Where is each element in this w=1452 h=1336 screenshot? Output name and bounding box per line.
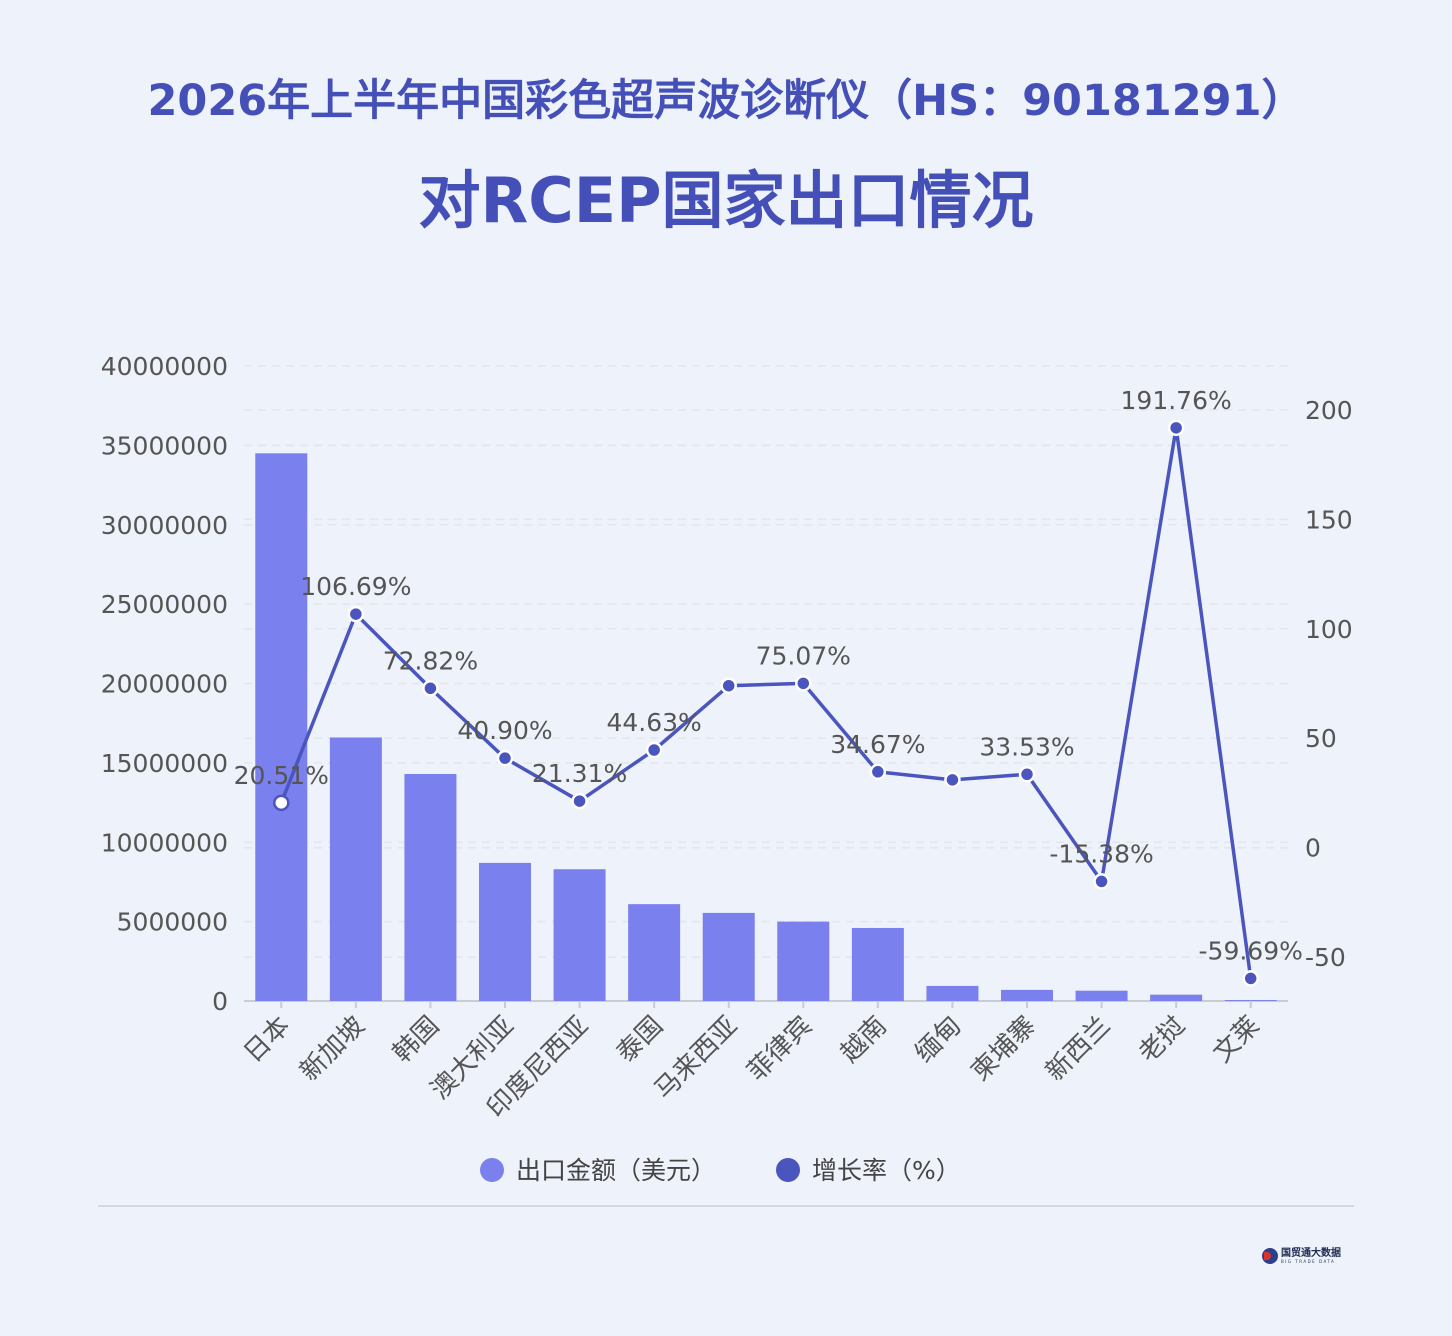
bar	[1150, 994, 1203, 1001]
x-tick-label: 马来西亚	[649, 1011, 744, 1106]
y-right-tick-label: 100	[1305, 615, 1353, 644]
bar	[404, 773, 457, 1001]
growth-line	[279, 426, 1253, 979]
growth-point	[347, 605, 365, 623]
y-right-tick-label: 50	[1305, 724, 1337, 753]
bar	[851, 927, 904, 1001]
data-label: 191.76%	[1121, 386, 1232, 415]
chart-title-line1: 2026年上半年中国彩色超声波诊断仪（HS：90181291）	[147, 76, 1305, 126]
data-label: 40.90%	[457, 716, 552, 745]
y-right-tick-label: 200	[1305, 396, 1353, 425]
bar	[329, 737, 382, 1001]
growth-point	[944, 771, 961, 789]
y-right-tick-label: 150	[1305, 505, 1353, 534]
bar	[926, 985, 979, 1001]
x-tick-label: 柬埔寨	[966, 1011, 1042, 1087]
divider-line	[98, 1205, 1354, 1207]
growth-point	[869, 763, 887, 781]
y-left-tick-label: 10000000	[101, 828, 228, 857]
growth-point	[422, 680, 439, 697]
y-left-tick-label: 15000000	[101, 749, 228, 778]
bar	[1224, 1000, 1277, 1001]
y-left-tick-label: 20000000	[101, 670, 228, 699]
x-tick-label: 日本	[238, 1011, 296, 1069]
legend-swatch	[776, 1158, 800, 1182]
y-left-tick-label: 35000000	[101, 431, 228, 460]
logo-subtitle: BIG TRADE DATA	[1281, 1258, 1336, 1264]
bar	[702, 912, 755, 1001]
growth-point	[1093, 873, 1110, 890]
data-label: -59.69%	[1199, 936, 1303, 965]
data-label: 44.63%	[606, 708, 701, 737]
legend-swatch	[480, 1158, 504, 1182]
bar	[1001, 989, 1053, 1001]
y-right-tick-label: -50	[1305, 943, 1346, 972]
growth-point	[720, 677, 737, 694]
x-tick-label: 老挝	[1133, 1011, 1191, 1069]
growth-point	[645, 741, 663, 759]
data-label: 106.69%	[300, 572, 411, 601]
legend-label: 增长率（%）	[812, 1156, 961, 1185]
y-left-tick-label: 25000000	[101, 590, 228, 619]
data-label: 21.31%	[532, 759, 627, 788]
logo-mark-icon	[1262, 1248, 1278, 1264]
x-tick-label: 韩国	[387, 1011, 445, 1069]
x-tick-label: 越南	[835, 1011, 893, 1069]
data-label: -15.38%	[1049, 839, 1153, 868]
chart-title-line2: 对RCEP国家出口情况	[418, 164, 1034, 237]
y-left-tick-label: 0	[212, 987, 228, 1016]
growth-point	[273, 794, 290, 812]
legend-label: 出口金额（美元）	[516, 1156, 716, 1185]
bar	[628, 904, 681, 1001]
x-tick-label: 菲律宾	[742, 1011, 818, 1087]
data-label: 75.07%	[756, 641, 851, 670]
bar	[553, 869, 606, 1001]
bar	[255, 453, 308, 1001]
y-left-tick-label: 30000000	[101, 511, 228, 540]
growth-point	[496, 749, 514, 767]
x-tick-label: 文莱	[1208, 1011, 1266, 1069]
growth-point	[1242, 970, 1259, 987]
bar	[1075, 990, 1128, 1001]
growth-point	[1018, 766, 1036, 783]
bar	[777, 921, 830, 1001]
data-label: 20.51%	[234, 761, 329, 790]
x-tick-label: 新西兰	[1040, 1011, 1116, 1087]
growth-point	[795, 675, 812, 692]
logo-name: 国贸通大数据	[1281, 1247, 1341, 1259]
growth-point	[1167, 419, 1185, 437]
x-tick-label: 新加坡	[294, 1011, 370, 1087]
bar	[479, 862, 531, 1001]
brand-logo: 国贸通大数据 BIG TRADE DATA	[1262, 1248, 1341, 1264]
y-left-tick-label: 5000000	[117, 908, 228, 937]
x-tick-label: 泰国	[611, 1011, 669, 1069]
y-left-tick-label: 40000000	[101, 352, 228, 381]
data-label: 72.82%	[383, 646, 478, 675]
data-label: 34.67%	[830, 730, 925, 759]
growth-point	[571, 792, 588, 810]
y-right-tick-label: 0	[1305, 834, 1321, 863]
x-tick-label: 缅甸	[909, 1011, 967, 1069]
data-label: 33.53%	[979, 732, 1074, 761]
